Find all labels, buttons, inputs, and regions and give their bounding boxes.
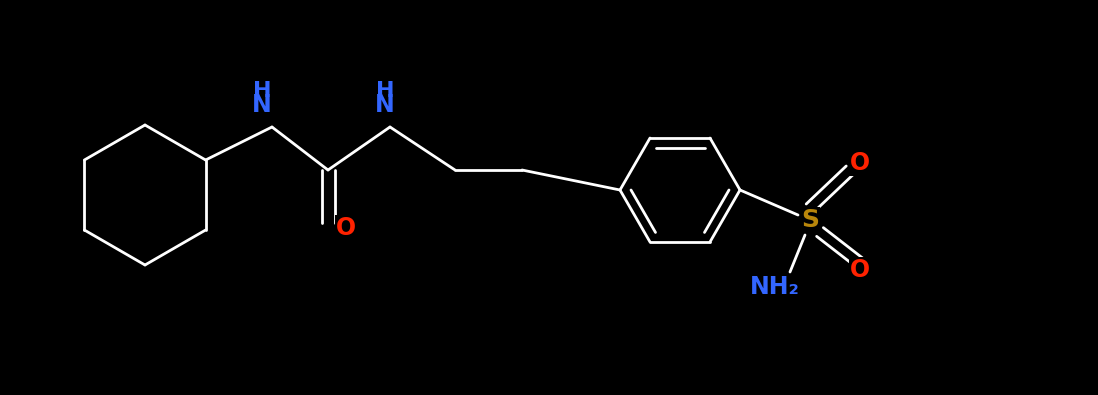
- Text: S: S: [802, 208, 819, 232]
- Text: O: O: [850, 151, 870, 175]
- Text: H: H: [376, 81, 394, 101]
- Text: N: N: [376, 93, 395, 117]
- Text: O: O: [336, 216, 356, 240]
- Text: N: N: [253, 93, 272, 117]
- Text: H: H: [253, 81, 271, 101]
- Text: NH₂: NH₂: [750, 275, 800, 299]
- Text: O: O: [850, 258, 870, 282]
